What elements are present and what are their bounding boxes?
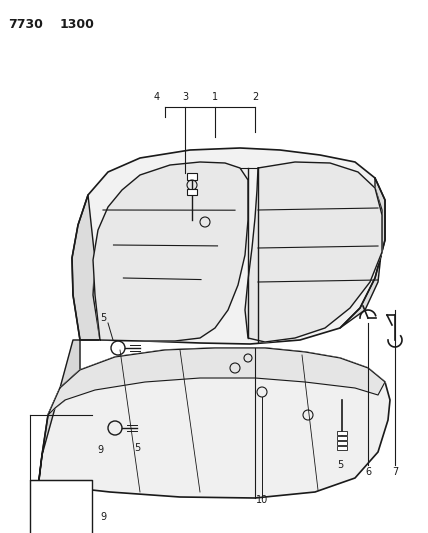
Text: 5: 5: [100, 313, 106, 323]
Bar: [30, 480, 92, 533]
Polygon shape: [48, 348, 385, 415]
Text: 2: 2: [252, 92, 258, 102]
Text: 9: 9: [100, 512, 106, 522]
Text: 7730: 7730: [8, 18, 43, 31]
Text: 1300: 1300: [60, 18, 95, 31]
Bar: [187, 173, 197, 180]
Polygon shape: [93, 162, 248, 341]
Polygon shape: [72, 195, 100, 340]
Text: 5: 5: [337, 460, 343, 470]
Bar: [337, 431, 347, 435]
Polygon shape: [38, 340, 80, 488]
Text: 10: 10: [256, 495, 268, 505]
Text: 3: 3: [182, 92, 188, 102]
Text: 6: 6: [365, 467, 371, 477]
Text: 9: 9: [97, 445, 103, 455]
Polygon shape: [340, 178, 385, 328]
Bar: [337, 446, 347, 450]
Text: 1: 1: [212, 92, 218, 102]
Polygon shape: [38, 348, 390, 498]
Bar: [187, 189, 197, 195]
Text: 5: 5: [134, 443, 140, 453]
Polygon shape: [245, 162, 382, 342]
Text: 4: 4: [154, 92, 160, 102]
Bar: [337, 436, 347, 440]
Text: 7: 7: [392, 467, 398, 477]
Polygon shape: [72, 148, 385, 344]
Bar: [337, 441, 347, 445]
